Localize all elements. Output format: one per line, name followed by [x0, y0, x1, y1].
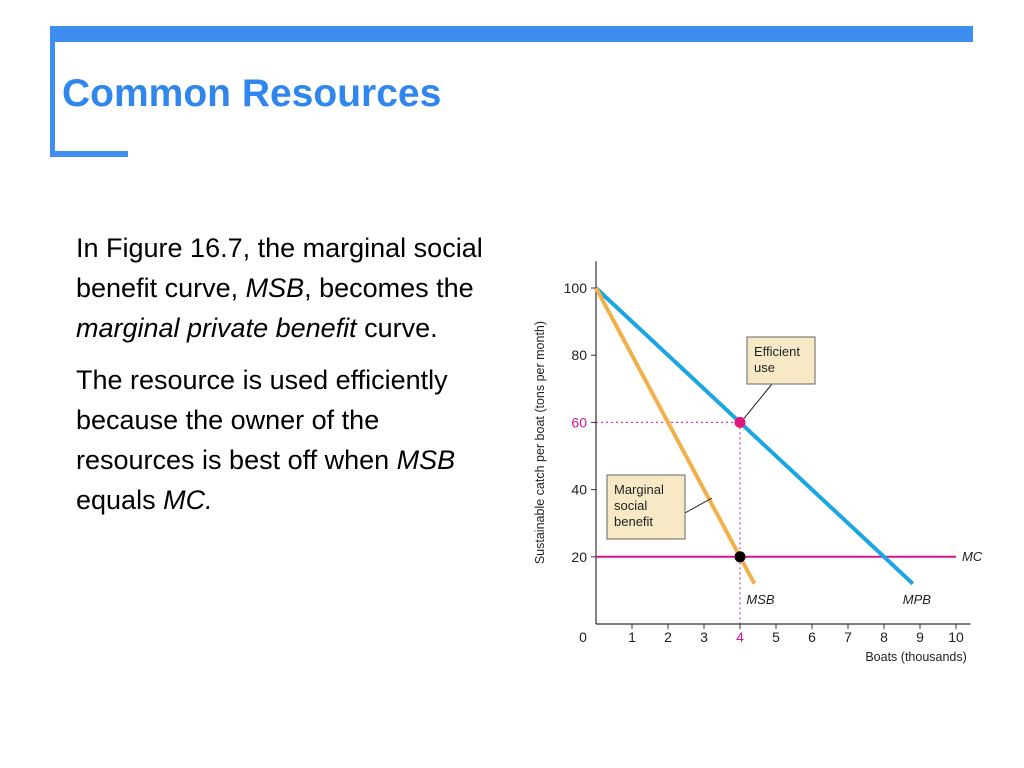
- efficient-use-point: [734, 416, 746, 428]
- economics-figure: 20 40 60 80 100 0 1 2 3 4 5 6 7 8 9 10 Sustainable catch…: [533, 261, 983, 664]
- series-label-msb: MSB: [746, 592, 775, 607]
- x-tick-label: 5: [772, 629, 780, 645]
- x-tick-label: 9: [916, 629, 924, 645]
- x-axis-label: Boats (thousands): [865, 650, 966, 664]
- x-tick-label: 3: [700, 629, 708, 645]
- x-tick-label: 10: [948, 629, 964, 645]
- text-run: curve.: [356, 313, 438, 343]
- y-tick-label: 20: [571, 549, 587, 565]
- accent-bar-top: [50, 26, 973, 42]
- msb-callout-text: social: [614, 498, 647, 513]
- msb-callout-text: Marginal: [614, 482, 664, 497]
- text-run: , becomes the: [304, 273, 474, 303]
- slide-body: In Figure 16.7, the marginal social bene…: [76, 228, 486, 532]
- text-run: equals: [76, 485, 164, 515]
- msb-callout-box: [606, 474, 686, 540]
- msb-callout-text: benefit: [614, 514, 653, 529]
- x-tick-label: 2: [664, 629, 672, 645]
- y-axis-label: Sustainable catch per boat (tons per mon…: [533, 321, 547, 564]
- text-run: In Figure 16.7, the marginal social bene…: [76, 233, 483, 303]
- series-label-mc: MC: [962, 549, 983, 564]
- y-tick-label: 40: [571, 482, 587, 498]
- series-line-mpb: [594, 286, 915, 586]
- series-line-msb: [594, 287, 757, 585]
- slide-title: Common Resources: [62, 72, 442, 115]
- italic-term: MC.: [163, 485, 213, 515]
- efficient-use-callout-line: [743, 383, 773, 419]
- efficient-use-callout-box: [746, 336, 816, 385]
- efficient-use-callout-text: Efficient: [754, 344, 800, 359]
- x-tick-label: 1: [628, 629, 636, 645]
- x-tick-label: 8: [880, 629, 888, 645]
- italic-term: MSB: [396, 445, 456, 475]
- italic-term: MSB: [245, 273, 305, 303]
- x-tick-label: 0: [579, 629, 587, 645]
- italic-term: marginal private benefit: [76, 313, 357, 343]
- efficient-use-callout-text: use: [754, 360, 775, 375]
- y-tick-label: 80: [571, 347, 587, 363]
- text-run: The resource is used efficiently because…: [76, 365, 448, 475]
- x-tick-label: 4: [736, 629, 744, 645]
- x-tick-label: 6: [808, 629, 816, 645]
- series-label-mpb: MPB: [903, 592, 932, 607]
- y-tick-label: 100: [564, 280, 588, 296]
- x-tick-label: 7: [844, 629, 852, 645]
- accent-bar-bottom: [50, 151, 128, 157]
- body-paragraph-1: In Figure 16.7, the marginal social bene…: [76, 228, 486, 348]
- accent-bar-left: [50, 26, 55, 157]
- msb-callout-line: [684, 497, 713, 514]
- msb-equals-mc-point: [734, 551, 746, 563]
- y-tick-label: 60: [571, 414, 587, 430]
- body-paragraph-2: The resource is used efficiently because…: [76, 360, 486, 520]
